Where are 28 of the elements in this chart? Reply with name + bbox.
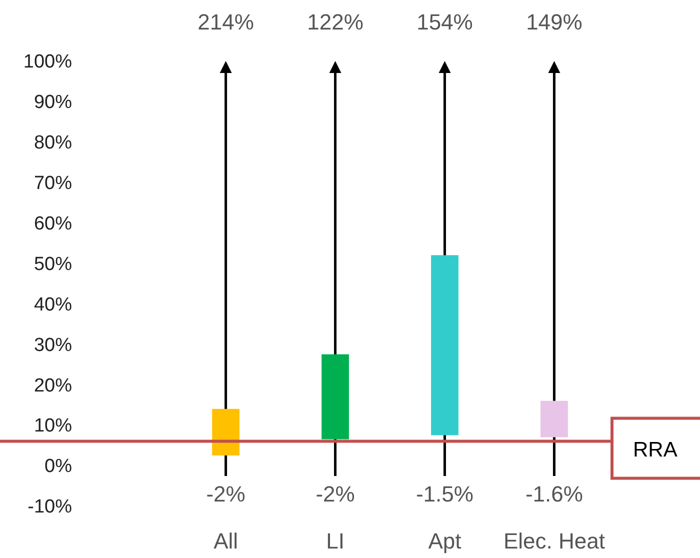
bar [322,354,349,440]
bar [540,400,568,438]
annotation: -2% [206,482,246,507]
annotation: -1.6% [525,482,583,507]
y-tick-label: 100% [23,52,72,73]
y-tick-label: 40% [34,294,72,316]
y-tick-label: 10% [34,416,72,437]
text: 154% [416,10,473,35]
x-tick-label: Elec. Heat [503,528,605,554]
y-tick-label: -10% [28,496,72,518]
ref-line-label: RRA [633,438,678,462]
y-tick-label: 20% [34,375,72,396]
y-tick-label: 80% [34,132,72,154]
annotation: -2% [316,482,355,507]
y-tick-label: 70% [34,173,72,194]
y-tick-label: 30% [34,334,72,356]
text: 122% [307,10,364,35]
text: 214% [198,10,254,35]
y-tick-label: 50% [34,254,72,275]
bar [212,408,240,456]
y-tick-label: 90% [34,92,72,114]
x-tick-label: All [214,528,238,554]
x-tick-label: Apt [428,528,462,554]
y-tick-label: 60% [34,213,72,234]
annotation: -1.5% [416,482,474,507]
x-tick-label: LI [326,528,344,554]
y-tick-label: 0% [44,456,72,478]
text: 149% [526,10,582,35]
